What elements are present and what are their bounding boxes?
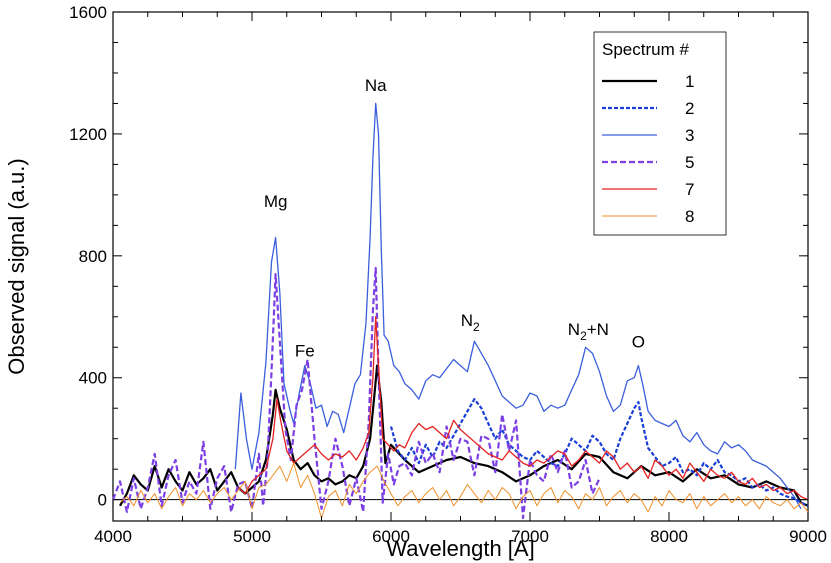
peak-annotation: O (632, 332, 645, 351)
series-3-line (234, 102, 802, 510)
series-1-line (119, 364, 809, 507)
legend-item: 5 (602, 153, 694, 172)
y-tick-label: 1200 (69, 125, 107, 144)
legend-title: Spectrum # (602, 40, 689, 59)
x-tick-label: 7000 (511, 527, 549, 546)
legend-item: 2 (602, 99, 694, 118)
legend-label: 1 (685, 72, 694, 91)
peak-annotation: N2+N (568, 320, 609, 343)
y-axis-title: Observed signal (a.u.) (4, 158, 29, 374)
annotation-subscript: 2 (580, 329, 587, 343)
series-7-line (237, 316, 809, 501)
legend-label: 7 (685, 180, 694, 199)
legend-item: 8 (602, 207, 694, 226)
annotations-group: Mg Na Fe N2 N2+N O (264, 76, 645, 360)
y-tick-label: 800 (79, 247, 107, 266)
x-tick-label: 9000 (789, 527, 827, 546)
legend-items: 1 2 3 5 7 8 (602, 72, 694, 226)
legend-item: 7 (602, 180, 694, 199)
y-tick-label: 400 (79, 369, 107, 388)
legend: Spectrum # 1 2 3 5 7 8 (593, 31, 727, 236)
peak-annotation: N2 (461, 311, 480, 334)
peak-annotation: Na (365, 76, 387, 95)
annotation-suffix: +N (587, 320, 609, 339)
series-group (111, 102, 809, 520)
annotation-subscript: 2 (473, 320, 480, 334)
legend-item: 3 (602, 126, 694, 145)
legend-label: 5 (685, 153, 694, 172)
axis-ticks-group: 4000 5000 6000 7000 8000 9000 0 400 800 1200 1600 (69, 3, 827, 546)
x-tick-label: 8000 (650, 527, 688, 546)
series-5-line (111, 266, 601, 520)
x-tick-label: 6000 (372, 527, 410, 546)
legend-item: 1 (602, 72, 694, 91)
x-tick-label: 5000 (233, 527, 271, 546)
peak-annotation: Mg (264, 192, 288, 211)
x-axis-title: Wavelength [A] (386, 536, 534, 561)
x-tick-label: 4000 (94, 527, 132, 546)
legend-label: 8 (685, 207, 694, 226)
y-tick-label: 1600 (69, 3, 107, 22)
legend-label: 2 (685, 99, 694, 118)
series-8-line (119, 462, 809, 519)
series-2-line (389, 398, 809, 507)
legend-label: 3 (685, 126, 694, 145)
legend-box (593, 31, 727, 236)
y-tick-label: 0 (98, 491, 107, 510)
peak-annotation: Fe (295, 341, 315, 360)
